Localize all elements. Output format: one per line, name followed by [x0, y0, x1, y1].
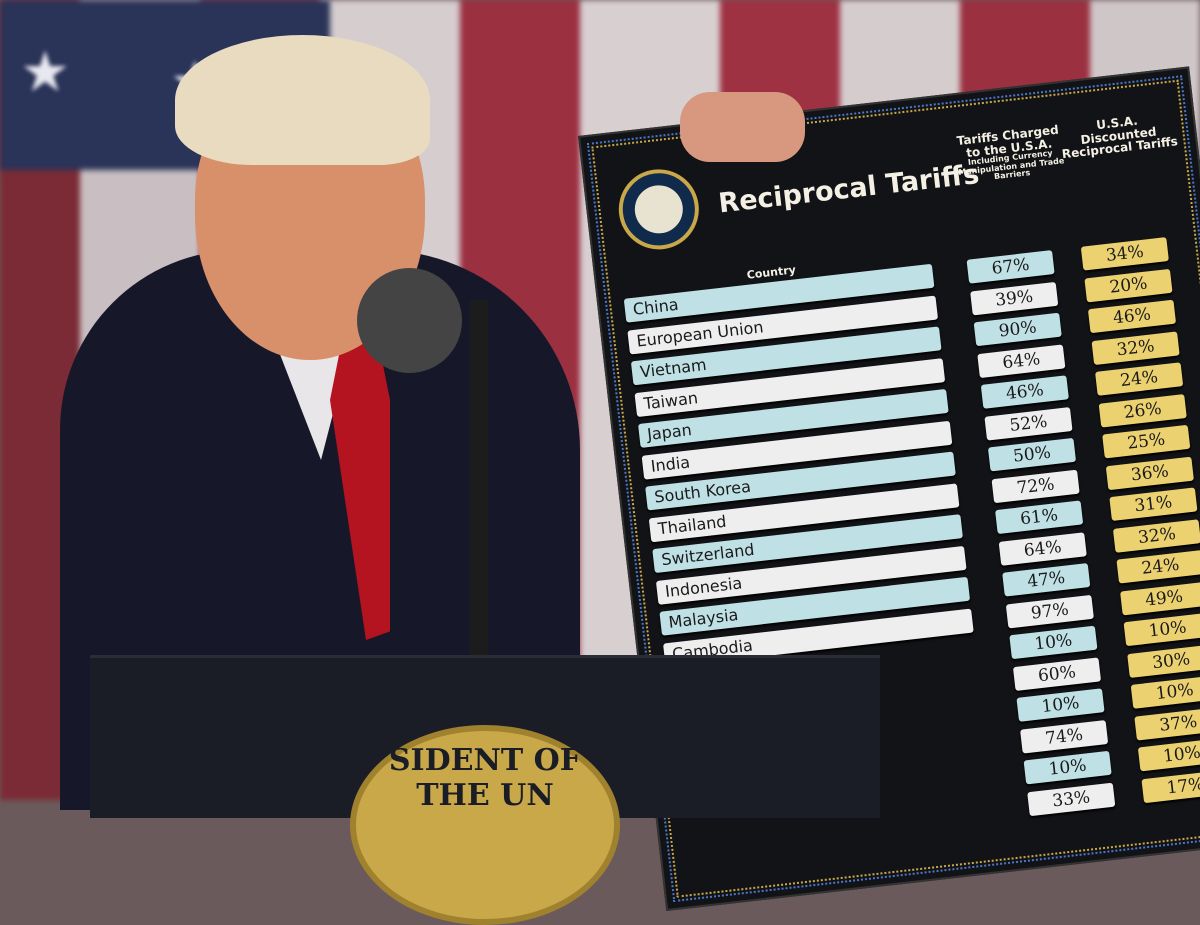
microphone-stand: [470, 300, 488, 660]
speaker-hair: [175, 35, 430, 165]
podium-seal: SIDENT OF THE UN: [350, 725, 620, 925]
star-icon: ★: [20, 40, 71, 105]
microphone: [357, 268, 462, 373]
hand: [680, 92, 805, 162]
